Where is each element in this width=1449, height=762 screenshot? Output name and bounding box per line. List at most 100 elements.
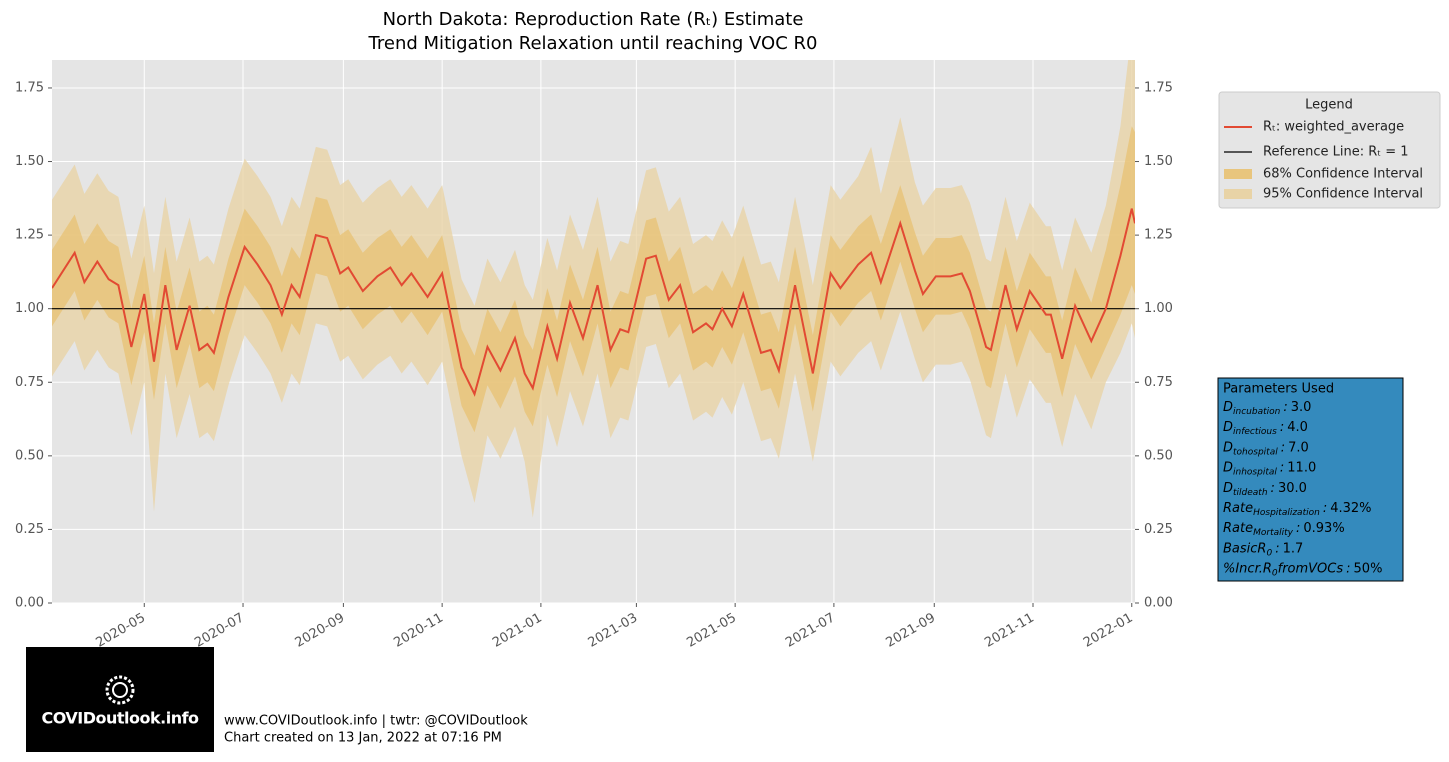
parameter-subscript: incubation xyxy=(1233,407,1281,417)
parameter: RateHospitalization:4.32% xyxy=(1223,501,1372,518)
parameter-subscript: Mortality xyxy=(1253,528,1294,538)
parameter-symbol: D xyxy=(1223,400,1233,415)
parameter-value: 0.93% xyxy=(1303,521,1344,536)
x-tick-label: 2020-07 xyxy=(192,611,247,651)
y2-tick-label: 0.50 xyxy=(1144,448,1173,463)
parameter-value: 50% xyxy=(1354,561,1383,576)
chart-title: North Dakota: Reproduction Rate (Rₜ) Est… xyxy=(383,9,804,30)
parameters-title: Parameters Used xyxy=(1223,382,1334,397)
y-tick-label: 1.75 xyxy=(15,80,44,95)
parameter-value: 4.0 xyxy=(1287,420,1308,435)
parameter-subscript: 0 xyxy=(1266,548,1272,558)
parameter: %Incr.R0fromVOCs:50% xyxy=(1223,561,1382,578)
parameter-separator: : xyxy=(1280,420,1284,435)
footer-line: Chart created on 13 Jan, 2022 at 07:16 P… xyxy=(224,731,502,746)
x-tick-label: 2021-09 xyxy=(883,611,938,651)
legend-swatch xyxy=(1224,189,1252,199)
parameter-value: 1.7 xyxy=(1283,541,1304,556)
logo-text: COVIDoutlook.info xyxy=(41,709,199,728)
y2-tick-label: 0.25 xyxy=(1144,522,1173,537)
y-tick-label: 1.00 xyxy=(15,301,44,316)
parameter-separator: : xyxy=(1280,460,1284,475)
logo: COVIDoutlook.info xyxy=(26,647,214,752)
legend-box xyxy=(1218,91,1441,209)
parameter: BasicR0:1.7 xyxy=(1223,541,1303,558)
y2-tick-label: 0.75 xyxy=(1144,375,1173,390)
legend-items: Rₜ: weighted_average Reference Line: Rₜ =… xyxy=(1224,120,1423,202)
legend-label: Reference Line: Rₜ = 1 xyxy=(1263,145,1409,160)
parameter-suffix: fromVOCs xyxy=(1278,561,1344,576)
parameter-symbol: D xyxy=(1223,480,1233,495)
parameter-subscript: infectious xyxy=(1233,427,1277,437)
parameter-symbol: D xyxy=(1223,420,1233,435)
legend-label: 68% Confidence Interval xyxy=(1263,167,1423,182)
parameter-value: 4.32% xyxy=(1330,501,1371,516)
parameter-separator: : xyxy=(1271,480,1275,495)
parameter: Dtohospital:7.0 xyxy=(1223,440,1309,457)
parameter-separator: : xyxy=(1283,400,1287,415)
x-tick-label: 2021-11 xyxy=(982,611,1037,651)
legend-label: Rₜ: weighted_average xyxy=(1263,120,1404,135)
logo-background xyxy=(26,647,214,752)
parameter-symbol: D xyxy=(1223,440,1233,455)
x-tick-label: 2021-07 xyxy=(783,611,838,651)
y2-tick-label: 1.50 xyxy=(1144,154,1173,169)
legend: Legend Rₜ: weighted_average Reference Lin… xyxy=(1218,91,1441,209)
parameter-subscript: tohospital xyxy=(1233,447,1278,457)
confidence-band xyxy=(52,126,1135,433)
parameter-value: 30.0 xyxy=(1278,480,1307,495)
y-tick-label: 1.25 xyxy=(15,228,44,243)
parameter: Dincubation:3.0 xyxy=(1223,400,1311,417)
legend-label: 95% Confidence Interval xyxy=(1263,187,1423,202)
parameter-symbol: %Incr.R xyxy=(1223,561,1272,576)
parameters-box: Parameters Used Dincubation:3.0Dinfectio… xyxy=(1217,377,1404,582)
legend-title: Legend xyxy=(1305,98,1353,113)
y-tick-label: 0.25 xyxy=(15,522,44,537)
y-tick-label: 0.75 xyxy=(15,375,44,390)
x-tick-label: 2020-09 xyxy=(293,611,348,651)
footer-line: www.COVIDoutlook.info | twtr: @COVIDoutl… xyxy=(224,714,528,729)
parameters-list: Dincubation:3.0Dinfectious:4.0Dtohospita… xyxy=(1223,400,1382,579)
parameter: Dtildeath:30.0 xyxy=(1223,480,1307,497)
y2-tick-label: 1.25 xyxy=(1144,228,1173,243)
y-tick-label: 0.00 xyxy=(15,596,44,611)
parameter-subscript: inhospital xyxy=(1233,467,1277,477)
logo-icon xyxy=(105,675,135,705)
chart-subtitle: Trend Mitigation Relaxation until reachi… xyxy=(368,33,818,54)
y-tick-label: 0.50 xyxy=(15,448,44,463)
parameter-separator: : xyxy=(1346,561,1350,576)
parameter: Dinhospital:11.0 xyxy=(1223,460,1316,477)
parameter-value: 3.0 xyxy=(1291,400,1312,415)
parameter-subscript: tildeath xyxy=(1233,487,1268,497)
parameters-background xyxy=(1217,377,1404,582)
x-tick-label: 2022-01 xyxy=(1081,611,1136,651)
x-tick-label: 2021-01 xyxy=(490,611,545,651)
x-tick-label: 2021-03 xyxy=(586,611,641,651)
plot-marks xyxy=(52,60,1135,518)
x-tick-label: 2020-11 xyxy=(391,611,446,651)
parameter-separator: : xyxy=(1281,440,1285,455)
y2-tick-label: 0.00 xyxy=(1144,596,1173,611)
parameter-separator: : xyxy=(1296,521,1300,536)
parameter-symbol: Rate xyxy=(1223,501,1253,516)
x-tick-label: 2021-05 xyxy=(684,611,739,651)
x-tick-label: 2020-05 xyxy=(93,611,148,651)
series-line xyxy=(52,208,1135,397)
parameter: RateMortality:0.93% xyxy=(1223,521,1345,538)
legend-swatch xyxy=(1224,169,1252,179)
parameter-value: 7.0 xyxy=(1288,440,1309,455)
parameter-separator: : xyxy=(1323,501,1327,516)
parameter: Dinfectious:4.0 xyxy=(1223,420,1308,437)
parameter-symbol: D xyxy=(1223,460,1233,475)
parameter-symbol: Rate xyxy=(1223,521,1253,536)
y2-tick-label: 1.75 xyxy=(1144,80,1173,95)
logo-icon-inner xyxy=(112,682,128,698)
parameter-subscript: Hospitalization xyxy=(1253,508,1320,518)
y2-tick-label: 1.00 xyxy=(1144,301,1173,316)
parameter-value: 11.0 xyxy=(1287,460,1316,475)
parameter-symbol: BasicR xyxy=(1223,541,1266,556)
parameter-subscript: 0 xyxy=(1272,568,1278,578)
parameter-separator: : xyxy=(1275,541,1279,556)
y-tick-label: 1.50 xyxy=(15,154,44,169)
